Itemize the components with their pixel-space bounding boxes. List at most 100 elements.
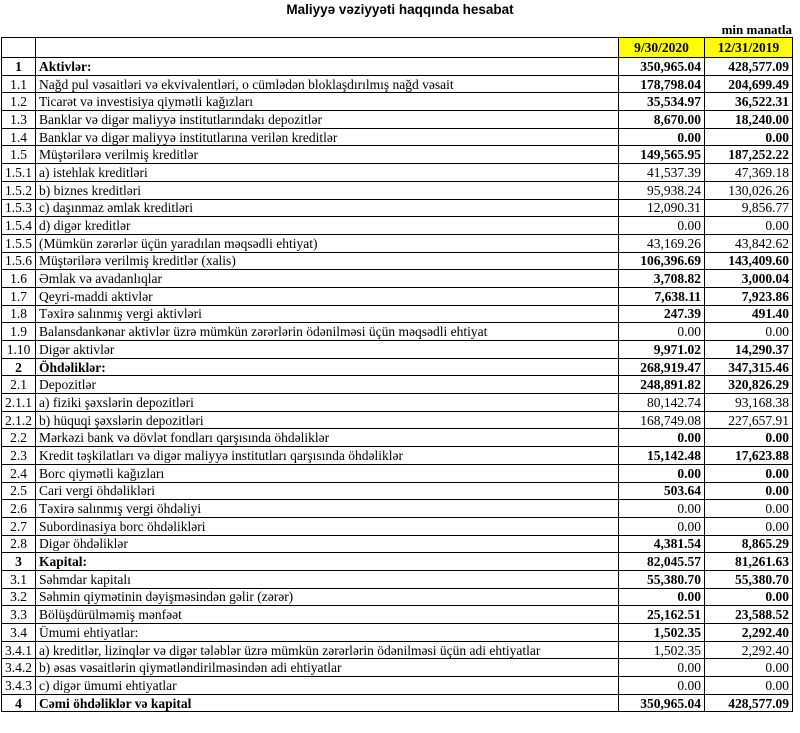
value-2020: 25,162.51 bbox=[618, 605, 705, 624]
value-2019: 428,577.09 bbox=[704, 57, 793, 76]
row-label: Əmlak və avadanlıqlar bbox=[35, 269, 619, 288]
value-2020: 268,919.47 bbox=[618, 357, 705, 377]
table-row: 2.1 Depozitlər 248,891.82 320,826.29 bbox=[1, 375, 793, 395]
value-2020: 0.00 bbox=[618, 127, 705, 147]
value-2019: 0.00 bbox=[704, 216, 793, 235]
value-2019: 0.00 bbox=[704, 463, 793, 483]
value-2020: 43,169.26 bbox=[618, 233, 705, 253]
row-label: Aktivlər: bbox=[35, 57, 619, 76]
value-2019: 47,369.18 bbox=[704, 163, 793, 182]
value-2019: 491.40 bbox=[704, 304, 793, 324]
table-row: 1.4 Banklar və digər maliyyə institutları… bbox=[1, 127, 793, 147]
table-row: 1.3 Banklar və digər maliyyə institutları… bbox=[1, 110, 793, 129]
table-row: 2 Öhdəliklər: 268,919.47 347,315.46 bbox=[1, 357, 793, 377]
value-2019: 0.00 bbox=[704, 428, 793, 448]
table-row: 1 Aktivlər: 350,965.04 428,577.09 bbox=[1, 57, 793, 76]
value-2019: 0.00 bbox=[704, 322, 793, 341]
value-2020: 350,965.04 bbox=[618, 57, 705, 76]
row-label: Qeyri-maddi aktivlər bbox=[35, 286, 619, 306]
value-2020: 1,502.35 bbox=[618, 623, 705, 642]
table-row: 2.1.2 b) hüquqi şəxslərin depozitləri 168,… bbox=[1, 410, 793, 430]
row-label: Cari vergi öhdəlikləri bbox=[35, 481, 619, 501]
row-number: 1.5.4 bbox=[1, 216, 36, 235]
value-2020: 35,534.97 bbox=[618, 92, 705, 112]
value-2019: 18,240.00 bbox=[704, 110, 793, 129]
value-2020: 168,749.08 bbox=[618, 410, 705, 430]
value-2020: 80,142.74 bbox=[618, 393, 705, 412]
value-2019: 143,409.60 bbox=[704, 251, 793, 271]
row-label: Depozitlər bbox=[35, 375, 619, 395]
value-2020: 3,708.82 bbox=[618, 269, 705, 288]
table-row: 1.5.1 a) istehlak kreditləri 41,537.39 47,3… bbox=[1, 163, 793, 182]
row-label: Banklar və digər maliyyə institutlarında… bbox=[35, 110, 619, 129]
value-2020: 247.39 bbox=[618, 304, 705, 324]
value-2019: 36,522.31 bbox=[704, 92, 793, 112]
value-2019: 0.00 bbox=[704, 516, 793, 536]
row-label: Banklar və digər maliyyə institutlarına … bbox=[35, 127, 619, 147]
table-row: 1.8 Təxirə salınmış vergi aktivləri 247.39… bbox=[1, 304, 793, 324]
row-label: Ticarət və investisiya qiymətli kağızlar… bbox=[35, 92, 619, 112]
value-2020: 41,537.39 bbox=[618, 163, 705, 182]
table-row: 3.4.2 b) əsas vəsaitlərin qiymətləndirilm… bbox=[1, 658, 793, 678]
row-label: Borc qiymətli kağızları bbox=[35, 463, 619, 483]
row-number: 3.3 bbox=[1, 605, 36, 624]
header-row: 9/30/2020 12/31/2019 bbox=[1, 37, 793, 58]
row-label: b) hüquqi şəxslərin depozitləri bbox=[35, 410, 619, 430]
table-row: 2.8 Digər öhdəliklər 4,381.54 8,865.29 bbox=[1, 534, 793, 554]
table-row: 1.5.3 c) daşınmaz əmlak kreditləri 12,090.… bbox=[1, 198, 793, 218]
row-number: 1.5.3 bbox=[1, 198, 36, 218]
row-number: 1.10 bbox=[1, 340, 36, 359]
row-number: 1.5.5 bbox=[1, 233, 36, 253]
balance-sheet-table: 9/30/2020 12/31/2019 1 Aktivlər: 350,965.0… bbox=[1, 37, 793, 713]
table-row: 1.7 Qeyri-maddi aktivlər 7,638.11 7,923.86 bbox=[1, 286, 793, 306]
row-number: 1.1 bbox=[1, 74, 36, 94]
value-2020: 0.00 bbox=[618, 499, 705, 518]
table-row: 3 Kapital: 82,045.57 81,261.63 bbox=[1, 552, 793, 571]
row-number: 1.8 bbox=[1, 304, 36, 324]
table-row: 4 Cəmi öhdəliklər və kapital 350,965.04 428… bbox=[1, 693, 793, 713]
row-number: 2.4 bbox=[1, 463, 36, 483]
row-number: 1.6 bbox=[1, 269, 36, 288]
row-number: 1.2 bbox=[1, 92, 36, 112]
value-2019: 3,000.04 bbox=[704, 269, 793, 288]
value-2020: 9,971.02 bbox=[618, 340, 705, 359]
value-2020: 15,142.48 bbox=[618, 446, 705, 465]
row-number: 3.4.1 bbox=[1, 640, 36, 660]
row-label: Digər aktivlər bbox=[35, 340, 619, 359]
row-number: 1.9 bbox=[1, 322, 36, 341]
table-row: 2.6 Təxirə salınmış vergi öhdəliyi 0.00 0.0… bbox=[1, 499, 793, 518]
table-row: 2.2 Mərkəzi bank və dövlət fondları qarşı… bbox=[1, 428, 793, 448]
value-2019: 2,292.40 bbox=[704, 640, 793, 660]
table-row: 1.6 Əmlak və avadanlıqlar 3,708.82 3,000.04 bbox=[1, 269, 793, 288]
value-2020: 149,565.95 bbox=[618, 145, 705, 165]
row-label: a) kreditlər, lizinqlər və digər tələblə… bbox=[35, 640, 619, 660]
table-row: 3.4.1 a) kreditlər, lizinqlər və digər tə… bbox=[1, 640, 793, 660]
row-number: 2.3 bbox=[1, 446, 36, 465]
value-2020: 0.00 bbox=[618, 463, 705, 483]
table-row: 2.7 Subordinasiya borc öhdəlikləri 0.00 0.0… bbox=[1, 516, 793, 536]
value-2019: 130,026.26 bbox=[704, 180, 793, 200]
row-number: 3.1 bbox=[1, 569, 36, 589]
table-row: 3.4 Ümumi ehtiyatlar: 1,502.35 2,292.40 bbox=[1, 623, 793, 642]
row-number: 2.7 bbox=[1, 516, 36, 536]
row-number: 2.5 bbox=[1, 481, 36, 501]
row-number: 2.1 bbox=[1, 375, 36, 395]
row-label: d) digər kreditlər bbox=[35, 216, 619, 235]
row-number: 2.1.1 bbox=[1, 393, 36, 412]
value-2020: 0.00 bbox=[618, 216, 705, 235]
table-row: 3.2 Səhmin qiymətinin dəyişməsindən gəlir… bbox=[1, 587, 793, 607]
value-2020: 0.00 bbox=[618, 658, 705, 678]
value-2019: 0.00 bbox=[704, 676, 793, 695]
row-label: Müştərilərə verilmiş kreditlər (xalis) bbox=[35, 251, 619, 271]
value-2020: 82,045.57 bbox=[618, 552, 705, 571]
row-number: 1.5 bbox=[1, 145, 36, 165]
value-2019: 9,856.77 bbox=[704, 198, 793, 218]
value-2020: 0.00 bbox=[618, 428, 705, 448]
value-2020: 503.64 bbox=[618, 481, 705, 501]
table-row: 3.1 Səhmdar kapitalı 55,380.70 55,380.70 bbox=[1, 569, 793, 589]
row-number: 1.3 bbox=[1, 110, 36, 129]
row-number: 3.4.3 bbox=[1, 676, 36, 695]
row-label: b) biznes kreditləri bbox=[35, 180, 619, 200]
row-label: Mərkəzi bank və dövlət fondları qarşısın… bbox=[35, 428, 619, 448]
row-label: Balansdankənar aktivlər üzrə mümkün zərə… bbox=[35, 322, 619, 341]
